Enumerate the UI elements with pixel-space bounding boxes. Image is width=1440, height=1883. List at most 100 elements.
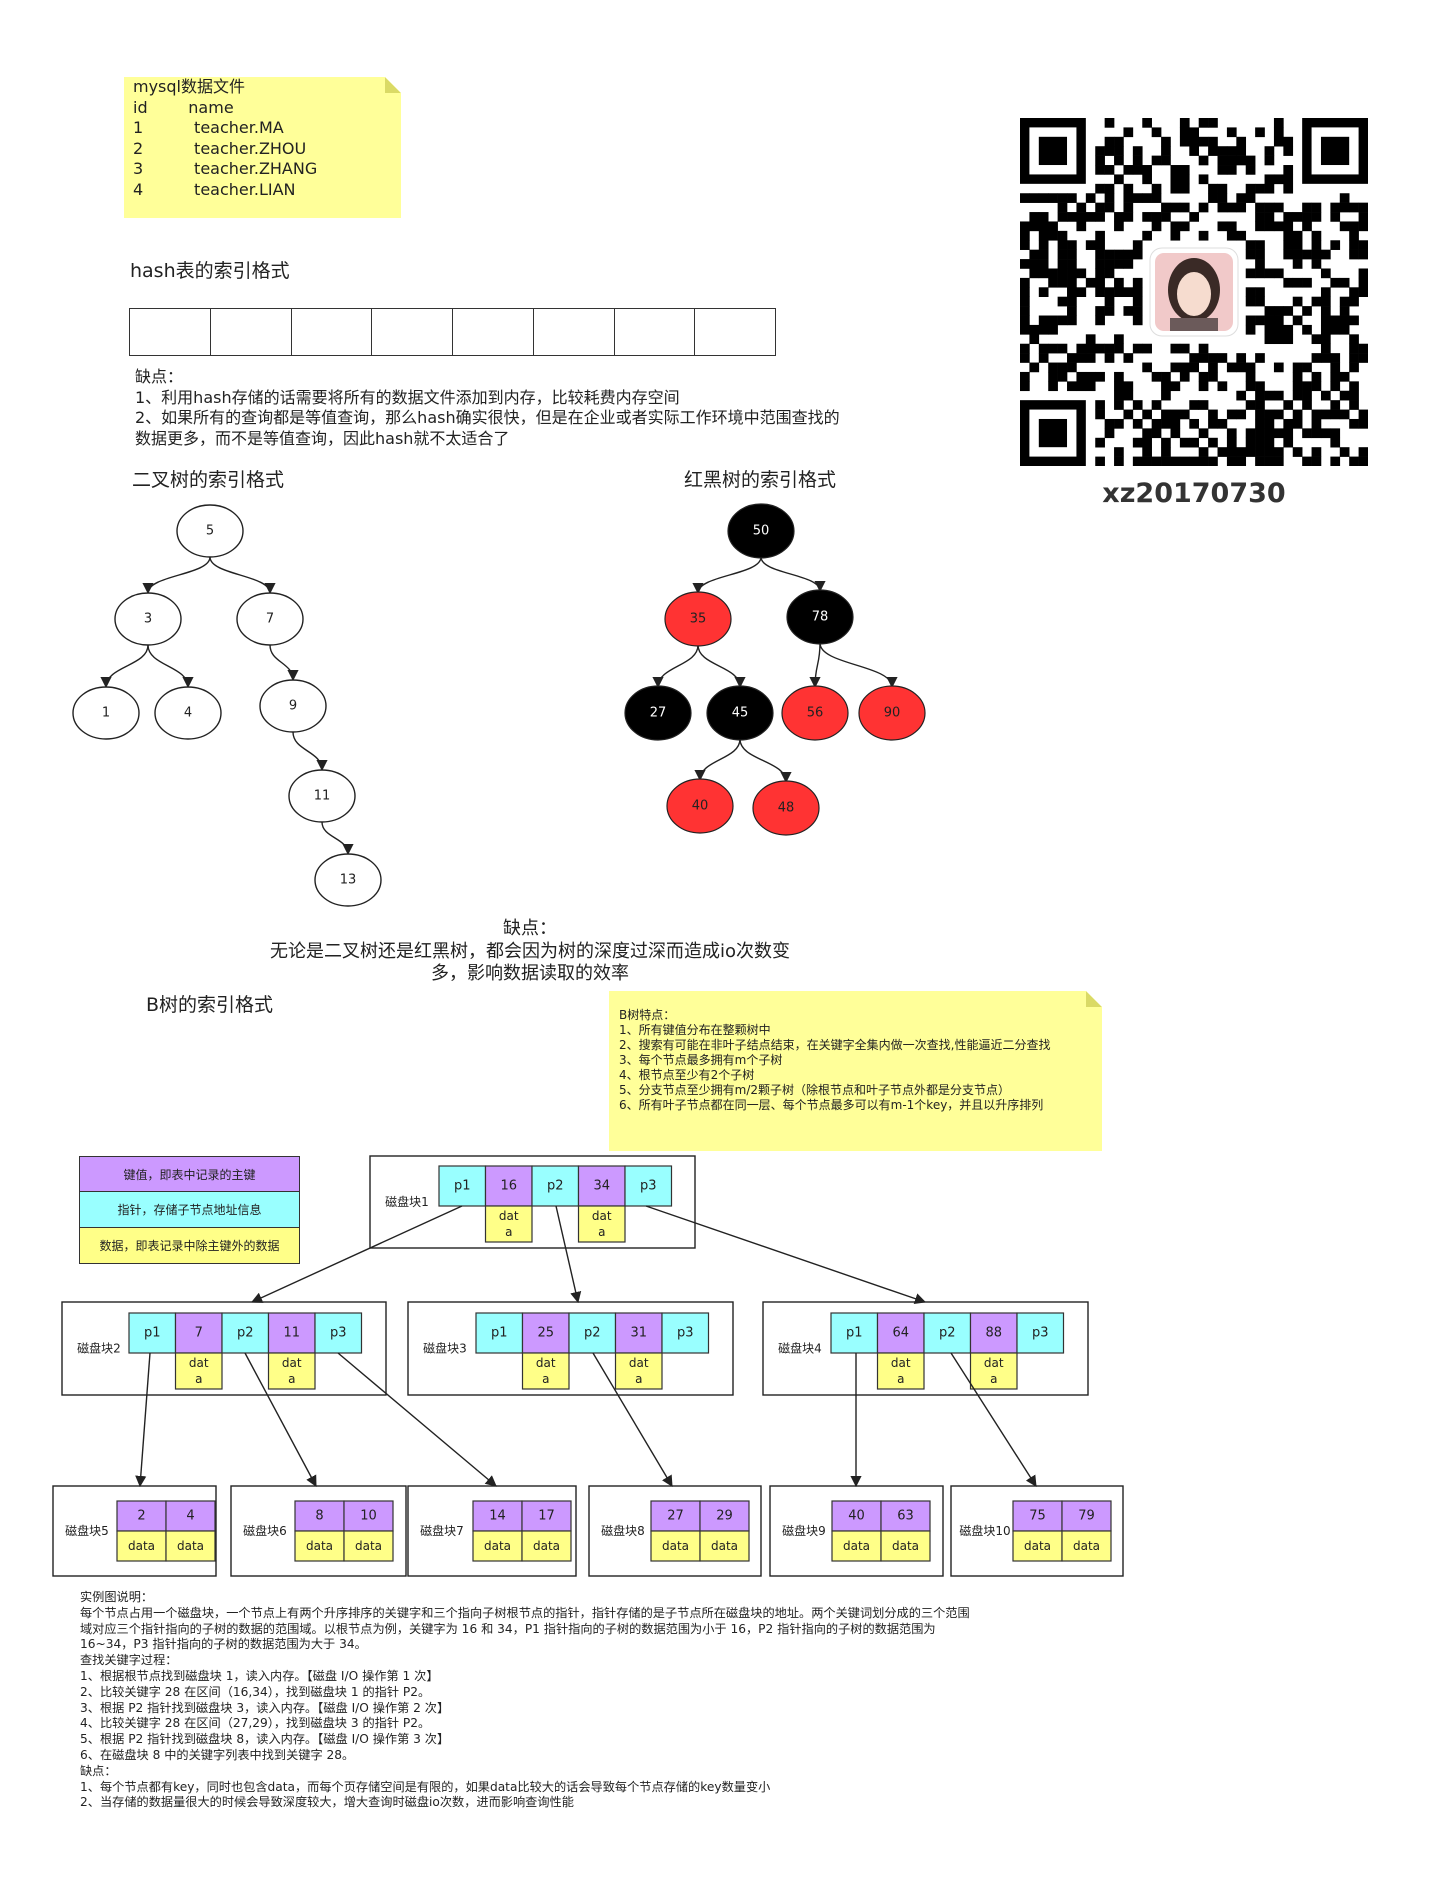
qr-module <box>1330 400 1341 410</box>
binary-tree-node <box>288 769 356 823</box>
qr-module <box>1067 381 1077 392</box>
pointer-label: p3 <box>677 1326 694 1341</box>
qr-module <box>1330 428 1341 439</box>
qr-module <box>1208 136 1218 147</box>
qr-module <box>1142 343 1152 354</box>
qr-module <box>1076 353 1087 363</box>
explanation-line: 16~34，P3 指针指向的子树的数据范围为大于 34。 <box>80 1637 367 1652</box>
data-cell <box>521 1530 572 1562</box>
qr-module <box>1189 136 1200 147</box>
qr-module <box>1029 324 1040 335</box>
qr-module <box>1114 390 1124 401</box>
disk-block-label: 磁盘块3 <box>423 1341 467 1356</box>
qr-module <box>1311 259 1322 269</box>
qr-module <box>1170 202 1181 213</box>
rb-tree-node-label: 27 <box>650 706 667 721</box>
qr-module <box>1320 343 1331 354</box>
binary-tree-node <box>259 679 327 733</box>
qr-module <box>1179 118 1190 128</box>
qr-module <box>1104 428 1115 439</box>
qr-module <box>1283 183 1294 194</box>
qr-module <box>1320 409 1331 420</box>
qr-module <box>1255 221 1265 232</box>
qr-module <box>1179 183 1190 194</box>
qr-module <box>1358 202 1368 213</box>
qr-module <box>1236 155 1247 166</box>
qr-module <box>1236 390 1247 401</box>
qr-module <box>1198 353 1209 363</box>
qr-module <box>1038 193 1049 203</box>
qr-module <box>1038 212 1049 222</box>
qr-module <box>1057 249 1068 260</box>
pointer-cell <box>128 1312 177 1354</box>
key-label: 7 <box>195 1326 203 1341</box>
qr-module <box>1245 315 1256 326</box>
qr-module <box>1245 193 1256 203</box>
qr-module <box>1349 296 1359 307</box>
qr-module <box>1076 371 1087 382</box>
qr-module <box>1038 315 1049 326</box>
qr-finder <box>1038 418 1068 448</box>
qr-module <box>1104 183 1115 194</box>
qr-module <box>1123 259 1134 269</box>
qr-module <box>1029 259 1040 269</box>
pointer-label: p2 <box>547 1179 564 1194</box>
qr-module <box>1311 447 1322 457</box>
qr-module <box>1273 456 1284 466</box>
qr-module <box>1179 409 1190 420</box>
qr-module <box>1132 277 1143 288</box>
tree-edge <box>694 738 741 782</box>
qr-module <box>1132 418 1143 429</box>
qr-module <box>1198 136 1209 147</box>
qr-module <box>1198 118 1209 128</box>
tree-edge <box>652 644 699 689</box>
qr-module <box>1057 230 1068 241</box>
qr-module <box>1302 428 1312 439</box>
qr-module <box>1208 456 1218 466</box>
data-label: data <box>533 1539 560 1553</box>
qr-module <box>1226 409 1237 420</box>
qr-module <box>1330 240 1341 250</box>
disk-block-label: 磁盘块8 <box>601 1523 645 1538</box>
qr-module <box>1311 249 1322 260</box>
qr-module <box>1292 230 1303 241</box>
qr-module <box>1170 428 1181 439</box>
qr-module <box>1095 183 1105 194</box>
tree-cons-title: 缺点： <box>503 918 557 939</box>
qr-module <box>1198 202 1209 213</box>
qr-module <box>1292 409 1303 420</box>
pointer-arrow <box>592 1352 673 1487</box>
data-cell <box>876 1352 925 1390</box>
qr-module <box>1142 212 1152 222</box>
qr-finder <box>1320 136 1350 166</box>
qr-module <box>1217 418 1228 429</box>
data-cell <box>1061 1530 1112 1562</box>
qr-module <box>1114 155 1124 166</box>
qr-module <box>1048 315 1058 326</box>
data-label: dat <box>189 1356 209 1370</box>
qr-module <box>1339 296 1350 307</box>
qr-module <box>1123 306 1134 316</box>
data-cell <box>521 1352 570 1390</box>
qr-module <box>1273 428 1284 439</box>
qr-module <box>1142 193 1152 203</box>
qr-code <box>1020 118 1368 466</box>
qr-module <box>1048 277 1058 288</box>
tree-edge <box>760 556 826 593</box>
qr-module <box>1283 306 1294 316</box>
data-label: dat <box>629 1356 649 1370</box>
key-label: 16 <box>500 1179 517 1194</box>
qr-module <box>1076 287 1087 298</box>
qr-module <box>1114 287 1124 298</box>
pointer-arrow <box>250 1205 463 1303</box>
qr-module <box>1217 183 1228 194</box>
qr-module <box>1179 221 1190 232</box>
tree-cons: 缺点： 无论是二叉树还是红黑树，都会因为树的深度过深而造成io次数变 多，影响数… <box>240 918 820 986</box>
explanation-line: 2、当存储的数据量很大的时候会导致深度较大，增大查询时磁盘io次数，进而影响查询… <box>80 1795 574 1810</box>
data-label: a <box>598 1225 605 1239</box>
disk-block-label: 磁盘块7 <box>420 1523 464 1538</box>
qr-module <box>1339 324 1350 335</box>
qr-module <box>1142 362 1152 373</box>
tree-cons-line: 多，影响数据读取的效率 <box>431 963 629 984</box>
rb-tree-node-label: 48 <box>778 801 795 816</box>
